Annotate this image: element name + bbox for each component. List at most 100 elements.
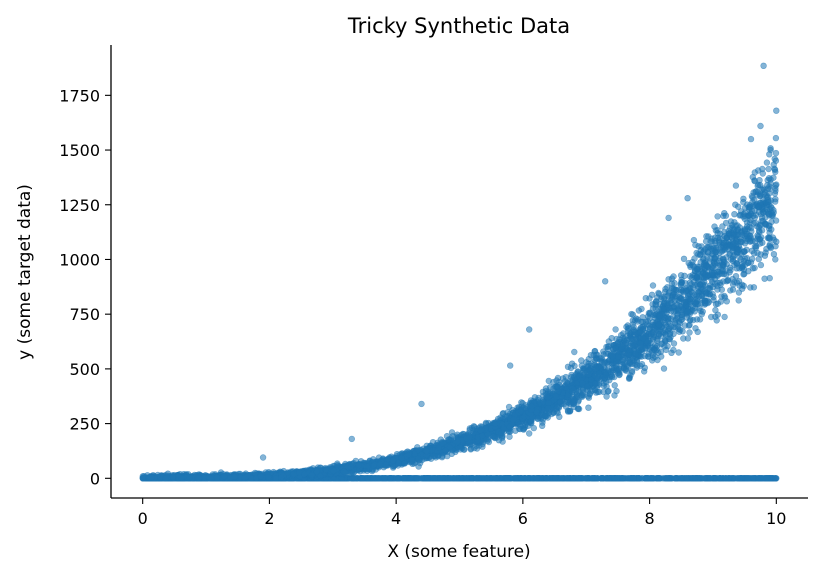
scatter-point [703, 233, 710, 240]
scatter-point [696, 252, 704, 259]
scatter-point [525, 430, 533, 437]
scatter-point [687, 262, 694, 269]
scatter-point [602, 350, 610, 357]
scatter-point [594, 388, 601, 396]
scatter-point [766, 275, 773, 282]
scatter-point-zero [564, 475, 571, 482]
scatter-point-zero [504, 475, 511, 482]
chart-title: Tricky Synthetic Data [347, 14, 570, 38]
scatter-point [766, 241, 774, 248]
scatter-point [720, 256, 727, 263]
scatter-point [633, 362, 641, 369]
scatter-point [723, 298, 730, 305]
scatter-point [539, 419, 546, 426]
scatter-point [770, 209, 777, 216]
scatter-point [660, 365, 668, 372]
scatter-point [758, 214, 766, 221]
scatter-point [763, 159, 771, 166]
scatter-point [585, 404, 592, 411]
scatter-point [770, 174, 777, 181]
scatter-point-zero [551, 475, 559, 482]
scatter-point [571, 348, 578, 356]
scatter-point-zero [418, 475, 425, 482]
scatter-point [771, 165, 778, 173]
scatter-point-zero [473, 475, 480, 482]
scatter-point-zero [437, 475, 444, 482]
scatter-point-zero [772, 475, 779, 482]
scatter-point [670, 330, 677, 337]
scatter-point [772, 149, 780, 157]
scatter-point [641, 364, 648, 371]
scatter-point-zero [588, 475, 596, 482]
scatter-point-zero [401, 475, 408, 482]
scatter-point [629, 311, 636, 318]
scatter-point [612, 326, 619, 333]
scatter-point [585, 394, 593, 401]
scatter-point [686, 329, 693, 336]
scatter-point-zero [677, 475, 685, 482]
scatter-point [677, 281, 684, 289]
scatter-point [738, 231, 746, 239]
scatter-point-zero [611, 475, 618, 482]
scatter-point [467, 446, 474, 453]
scatter-point-zero [395, 475, 402, 482]
scatter-point-zero [375, 475, 382, 482]
scatter-point [766, 151, 773, 158]
scatter-point-zero [722, 475, 729, 482]
plot-area [139, 62, 780, 482]
scatter-point [766, 190, 773, 197]
scatter-point-zero [446, 475, 454, 482]
scatter-point-zero [672, 475, 679, 482]
scatter-point [733, 260, 740, 267]
scatter-point [740, 198, 747, 206]
scatter-point-zero [644, 475, 651, 482]
scatter-point-zero [630, 475, 638, 482]
scatter-point [648, 357, 656, 364]
scatter-point [721, 313, 728, 321]
scatter-point-zero [663, 475, 670, 482]
scatter-point [754, 167, 762, 174]
scatter-point [732, 273, 740, 280]
scatter-point-zero [707, 475, 714, 482]
scatter-point [754, 232, 761, 239]
scatter-point-zero [517, 475, 525, 482]
scatter-point [735, 297, 742, 304]
scatter-point [691, 255, 698, 262]
scatter-point [728, 222, 736, 229]
scatter-point-zero [763, 475, 770, 482]
scatter-point [695, 243, 702, 250]
scatter-point [611, 382, 618, 389]
scatter-point [625, 351, 632, 359]
scatter-point [649, 282, 657, 289]
scatter-point [738, 265, 746, 272]
scatter-point [634, 316, 641, 323]
scatter-point-zero [483, 475, 491, 482]
scatter-point [545, 404, 552, 412]
scatter-point-zero [691, 475, 699, 482]
scatter-point-zero [638, 475, 645, 482]
scatter-point [704, 253, 711, 260]
scatter-point [736, 212, 743, 219]
scatter-point [756, 240, 764, 247]
scatter-point [714, 279, 721, 286]
scatter-point [751, 264, 758, 272]
scatter-point-zero [745, 475, 752, 482]
scatter-point [619, 361, 626, 368]
scatter-point [626, 374, 633, 382]
scatter-point-zero [492, 475, 500, 482]
scatter-point-zero [581, 475, 589, 482]
scatter-point [680, 255, 688, 262]
scatter-point-zero [683, 475, 690, 482]
scatter-point-zero [533, 475, 541, 482]
scatter-point [608, 335, 615, 342]
scatter-point [564, 408, 572, 415]
scatter-point-zero [543, 475, 550, 482]
scatter-point [765, 165, 772, 173]
scatter-point-zero [364, 475, 371, 482]
scatter-point [626, 359, 633, 366]
scatter-point [603, 343, 610, 351]
scatter-point [670, 346, 677, 354]
scatter-point [770, 251, 778, 258]
scatter-point-zero [387, 475, 394, 482]
